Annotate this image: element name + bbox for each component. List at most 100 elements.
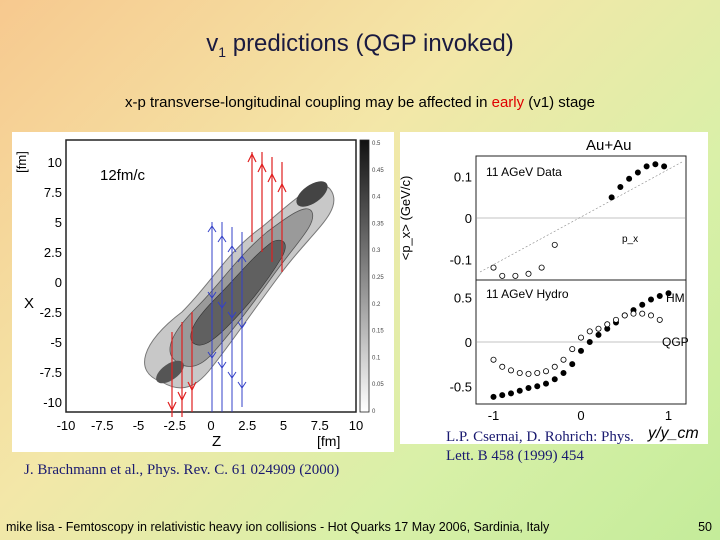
y-tick-label: 0: [55, 275, 62, 290]
hydro-point-QGP: [639, 301, 646, 308]
right-x-label: y/y_cm: [647, 425, 699, 442]
scale-tick-label: 0.2: [372, 302, 381, 308]
y-tick-label: 7.5: [44, 185, 62, 200]
left-figure: 12fm/c 0.5 0.45 0.4 0.35 0.3 0.25 0.2 0.15 0.1 0.…: [12, 132, 394, 452]
scale-tick-label: 0.45: [372, 168, 384, 174]
hydro-point-HM: [630, 310, 637, 317]
right-y-tick-label: 0.5: [454, 291, 472, 306]
hydro-point-QGP: [525, 385, 532, 392]
x-tick-label: -5: [133, 418, 145, 433]
y-tick-label: -7.5: [40, 365, 62, 380]
citation-left: J. Brachmann et al., Phys. Rev. C. 61 02…: [24, 462, 340, 478]
scale-tick-label: 0: [372, 409, 376, 415]
x-tick-label: 2.5: [238, 418, 256, 433]
hydro-point-QGP: [499, 392, 506, 399]
scale-tick-label: 0.05: [372, 382, 384, 388]
hydro-point-QGP: [665, 290, 672, 297]
right-y-tick-label: 0: [465, 211, 472, 226]
right-y-ticks: 0.1 0 -0.1 0.5 0 -0.5: [450, 170, 472, 395]
x-tick-label: -10: [57, 418, 76, 433]
scale-tick-label: 0.5: [372, 141, 381, 147]
x-tick-label: 10: [349, 418, 363, 433]
scale-tick-label: 0.1: [372, 355, 381, 361]
velocity-arrows-red: [167, 152, 287, 417]
hydro-point-HM: [499, 363, 506, 370]
hydro-point-QGP: [508, 390, 515, 397]
hydro-density-plot: 12fm/c 0.50.450.40.350.30.250.20.150.10.…: [14, 139, 384, 450]
data-point-filled: [643, 163, 650, 170]
color-scale-bar: [359, 139, 370, 413]
density-inner: [190, 239, 286, 346]
y-tick-label: 5: [55, 215, 62, 230]
color-scale-ticks: 0.5 0.45 0.4 0.35 0.3 0.25 0.2 0.15 0.1 0.05 0: [372, 141, 384, 415]
data-point-open: [538, 264, 545, 271]
hydro-point-QGP: [647, 296, 654, 303]
data-point-open: [490, 264, 497, 271]
scale-tick-label: 0.3: [372, 248, 381, 254]
hydro-point-HM: [490, 356, 497, 363]
right-x-tick-label: -1: [488, 408, 500, 423]
y-tick-label: -2.5: [40, 305, 62, 320]
scale-tick-label: 0.25: [372, 275, 384, 281]
right-y-tick-label: 0.1: [454, 170, 472, 185]
right-y-tick-label: 0: [465, 335, 472, 350]
hydro-point-QGP: [551, 376, 558, 383]
qgp-label: QGP: [662, 335, 689, 349]
hydro-point-HM: [656, 316, 663, 323]
x-tick-label: 7.5: [311, 418, 329, 433]
flow-plot: Au+Au 11 AGeV Data 11 AGeV Hydro HM QGP …: [398, 137, 699, 442]
data-point-filled: [652, 161, 659, 168]
x-tick-label: 5: [280, 418, 287, 433]
citation-right: L.P. Csernai, D. Rohrich: Phys. Lett. B …: [446, 429, 634, 464]
hydro-point-HM: [612, 316, 619, 323]
hydro-point-HM: [595, 325, 602, 332]
hydro-point-HM: [525, 370, 532, 377]
hydro-point-QGP: [490, 393, 497, 400]
x-tick-label: -7.5: [91, 418, 113, 433]
x-unit-label: [fm]: [317, 433, 340, 449]
hydro-point-HM: [621, 312, 628, 319]
y-tick-label: -10: [43, 395, 62, 410]
data-point-open: [551, 241, 558, 248]
hydro-point-QGP: [516, 387, 523, 394]
right-figure: Au+Au 11 AGeV Data 11 AGeV Hydro HM QGP …: [398, 132, 708, 444]
right-y-tick-label: -0.5: [450, 379, 472, 394]
data-point-open: [525, 270, 532, 277]
hydro-point-HM: [604, 321, 611, 328]
hydro-point-HM: [551, 363, 558, 370]
time-label: 12fm/c: [100, 167, 146, 184]
hydro-point-QGP: [577, 347, 584, 354]
hydro-point-HM: [534, 369, 541, 376]
right-x-ticks: -1 0 1: [488, 408, 672, 423]
bottom-panel-label: 11 AGeV Hydro: [486, 287, 569, 301]
right-y-label: <p_x> (GeV/c): [400, 176, 413, 261]
y-unit-label: [fm]: [14, 151, 29, 173]
highlight-early: early: [491, 94, 525, 111]
top-panel-label: 11 AGeV Data: [486, 165, 562, 179]
data-point-filled: [626, 175, 633, 182]
velocity-arrows-blue: [207, 222, 247, 412]
y-tick-label: 2.5: [44, 245, 62, 260]
hydro-point-HM: [586, 328, 593, 335]
page-number: 50: [698, 520, 712, 534]
scale-tick-label: 0.4: [372, 195, 381, 201]
right-x-tick-label: 1: [665, 408, 672, 423]
data-point-filled: [617, 184, 624, 191]
hydro-point-QGP: [534, 383, 541, 390]
hydro-point-HM: [577, 334, 584, 341]
right-y-tick-label: -0.1: [450, 252, 472, 267]
data-point-open: [499, 272, 506, 279]
x-tick-label: 0: [207, 418, 214, 433]
hydro-point-QGP: [569, 361, 576, 368]
x-axis-label: Z: [212, 433, 221, 450]
scale-tick-label: 0.35: [372, 221, 384, 227]
y-axis-ticks: 10 7.5 5 2.5 0 -2.5 -5 -7.5 -10: [40, 155, 62, 410]
spectator-blob-top: [296, 181, 328, 207]
y-axis-label: X: [24, 295, 34, 312]
right-title: Au+Au: [586, 137, 631, 154]
slide-subtitle: x-p transverse-longitudinal coupling may…: [125, 94, 595, 111]
inset-px-label: p_x: [622, 234, 638, 245]
top-panel-points: [490, 161, 668, 279]
bottom-panel-points: [490, 290, 672, 400]
hydro-point-HM: [560, 356, 567, 363]
